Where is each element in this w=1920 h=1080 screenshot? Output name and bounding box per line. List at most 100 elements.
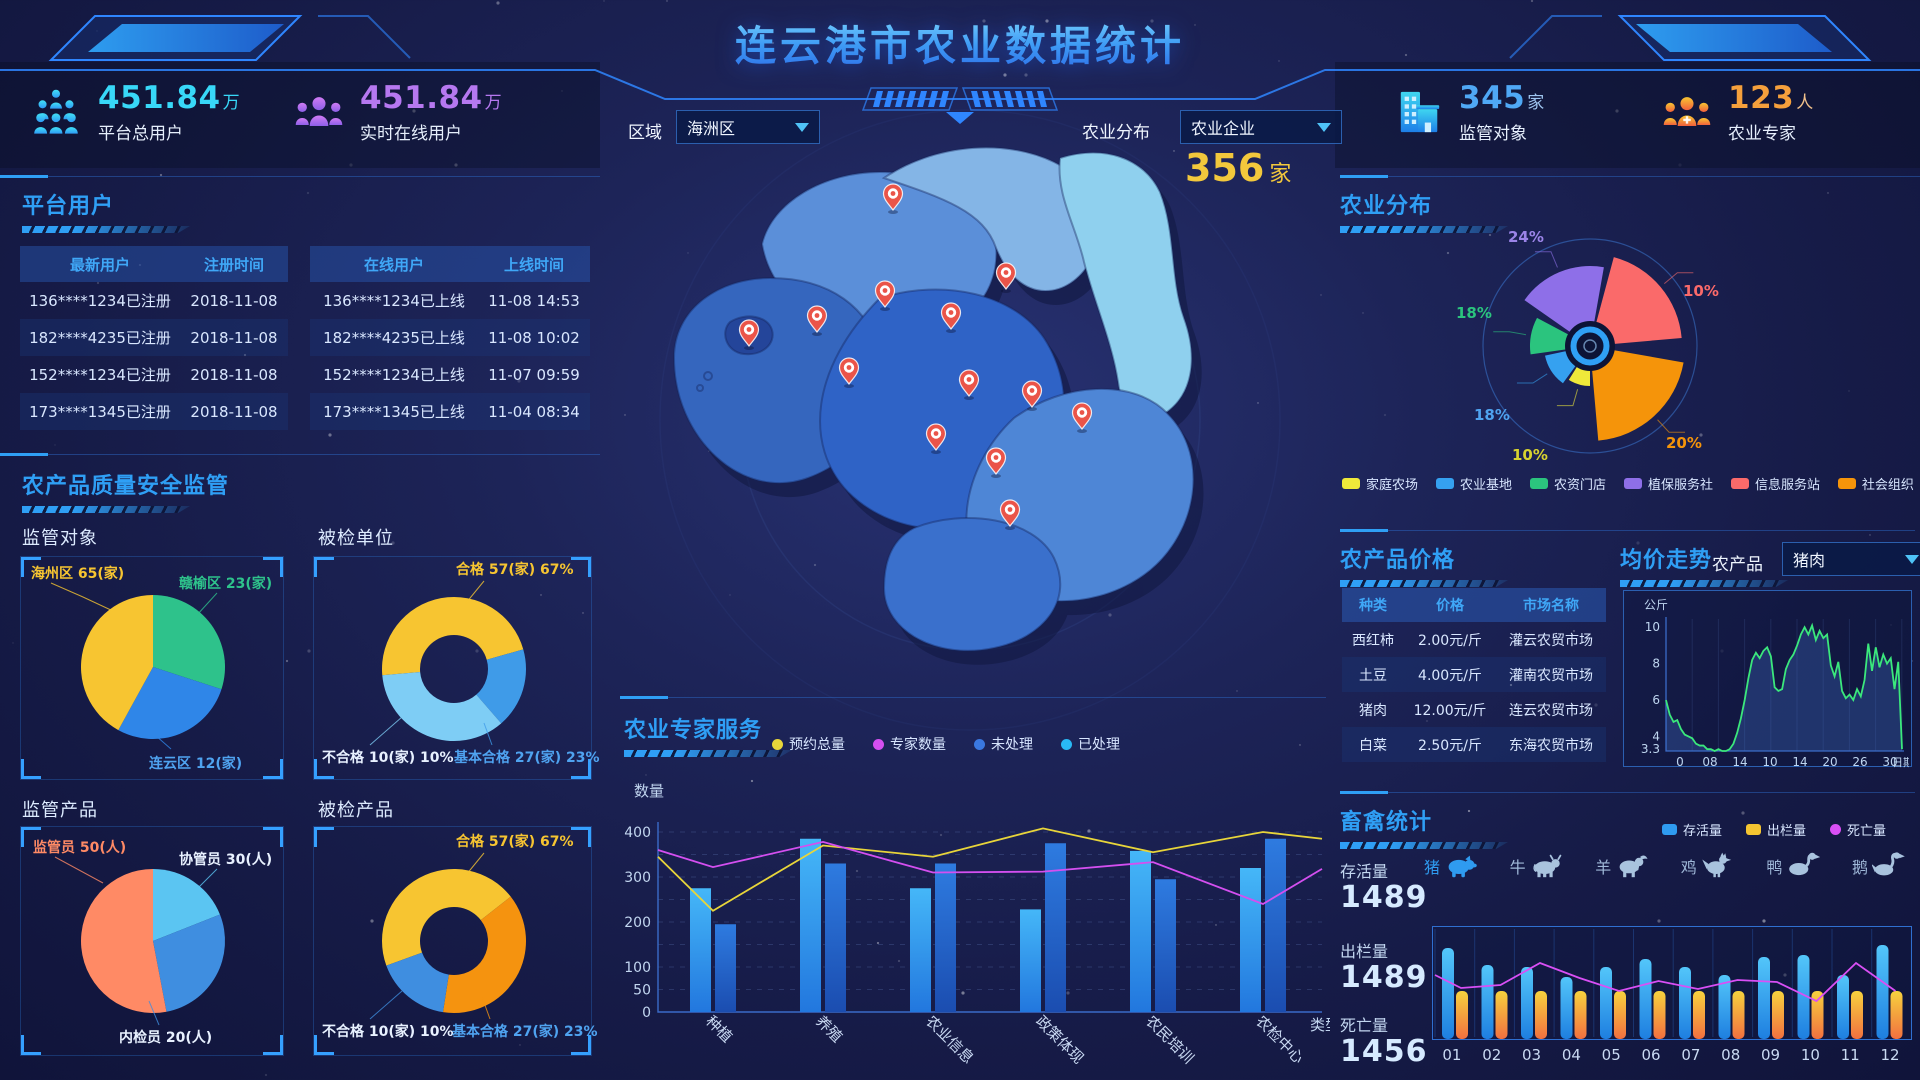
bar-出栏量[interactable] bbox=[1890, 991, 1903, 1039]
map-pin[interactable] bbox=[738, 319, 760, 350]
bar-未处理[interactable] bbox=[935, 863, 956, 1013]
legend-item-家庭农场[interactable]: 家庭农场 bbox=[1342, 474, 1418, 493]
bar-已处理[interactable] bbox=[1130, 850, 1151, 1012]
map-pin[interactable] bbox=[940, 302, 962, 333]
map-pin[interactable] bbox=[995, 262, 1017, 293]
svg-text:100: 100 bbox=[624, 960, 651, 976]
legend-item-植保服务社[interactable]: 植保服务社 bbox=[1623, 474, 1713, 493]
map-pin[interactable] bbox=[838, 357, 860, 388]
bar-未处理[interactable] bbox=[1265, 838, 1286, 1012]
bar-出栏量[interactable] bbox=[1535, 991, 1547, 1039]
bar-已处理[interactable] bbox=[800, 838, 821, 1012]
map-pin[interactable] bbox=[1071, 402, 1093, 433]
month-label: 12 bbox=[1880, 1046, 1900, 1064]
map-pin[interactable] bbox=[958, 369, 980, 400]
legend-item-存活量[interactable]: 存活量 bbox=[1662, 820, 1722, 839]
trend-select-label: 农产品 bbox=[1712, 555, 1763, 575]
pie-label: 赣榆区 23(家) bbox=[179, 576, 273, 592]
legend-item-社会组织[interactable]: 社会组织 bbox=[1837, 474, 1914, 493]
pie-slice-海州区[interactable] bbox=[81, 595, 153, 731]
pie-slice-连云区[interactable] bbox=[118, 667, 222, 739]
legend-item-已处理[interactable]: 已处理 bbox=[1061, 734, 1120, 754]
bar-出栏量[interactable] bbox=[1653, 991, 1666, 1039]
legend-item-死亡量[interactable]: 死亡量 bbox=[1830, 820, 1886, 839]
bar-未处理[interactable] bbox=[1155, 879, 1176, 1012]
table-header: 最新用户 注册时间 bbox=[20, 246, 288, 282]
svg-text:200: 200 bbox=[624, 915, 651, 931]
bar-出栏量[interactable] bbox=[1456, 991, 1468, 1039]
trend-select[interactable]: 猪肉 bbox=[1782, 542, 1920, 576]
bar-出栏量[interactable] bbox=[1732, 991, 1745, 1039]
bar-出栏量[interactable] bbox=[1495, 991, 1508, 1039]
dist-select[interactable]: 农业企业 bbox=[1180, 110, 1342, 144]
bar-存活量[interactable] bbox=[1600, 967, 1612, 1039]
region-select[interactable]: 海洲区 bbox=[676, 110, 820, 144]
map-pin[interactable] bbox=[806, 305, 828, 336]
map-regions[interactable] bbox=[672, 146, 1195, 652]
bar-出栏量[interactable] bbox=[1693, 991, 1705, 1039]
svg-text:政策体现: 政策体现 bbox=[1032, 1012, 1087, 1067]
pie-slice-不合格[interactable] bbox=[382, 671, 502, 741]
bar-未处理[interactable] bbox=[715, 924, 736, 1012]
bar-存活量[interactable] bbox=[1679, 967, 1691, 1039]
bar-已处理[interactable] bbox=[690, 888, 711, 1012]
pie-slice-基本合格[interactable] bbox=[442, 896, 526, 1013]
bar-存活量[interactable] bbox=[1758, 957, 1770, 1039]
rose-pct-label: 20% bbox=[1666, 434, 1702, 452]
pie-slice-不合格[interactable] bbox=[386, 952, 449, 1013]
bar-已处理[interactable] bbox=[1020, 909, 1041, 1012]
bar-存活量[interactable] bbox=[1481, 965, 1494, 1039]
animal-tab-羊[interactable]: 羊 bbox=[1595, 852, 1649, 879]
divider bbox=[1340, 529, 1915, 532]
rose-pct-label: 10% bbox=[1512, 446, 1548, 464]
rose-slice-社会组织[interactable] bbox=[1590, 346, 1684, 441]
map-pin[interactable] bbox=[1021, 380, 1043, 411]
pie-slice-赣榆区[interactable] bbox=[153, 595, 225, 690]
pie-slice-协管员[interactable] bbox=[153, 869, 220, 941]
dist-label: 农业分布 bbox=[1082, 123, 1150, 143]
column-header: 在线用户 bbox=[363, 255, 424, 274]
animal-tab-牛[interactable]: 牛 bbox=[1510, 852, 1564, 879]
animal-tab-猪[interactable]: 猪 bbox=[1424, 852, 1478, 879]
bar-存活量[interactable] bbox=[1560, 977, 1573, 1039]
bar-存活量[interactable] bbox=[1797, 955, 1810, 1039]
pie-slice-内检员[interactable] bbox=[153, 914, 225, 1012]
legend-item-出栏量[interactable]: 出栏量 bbox=[1746, 820, 1806, 839]
bar-已处理[interactable] bbox=[910, 888, 931, 1012]
map-pin[interactable] bbox=[925, 423, 947, 454]
animal-tab-鹅[interactable]: 鹅 bbox=[1852, 852, 1906, 879]
pie-slice-合格[interactable] bbox=[382, 869, 511, 966]
legend-item-农业基地[interactable]: 农业基地 bbox=[1435, 474, 1512, 493]
table-cell: 2018-11-08 bbox=[190, 365, 278, 384]
bar-存活量[interactable] bbox=[1876, 945, 1889, 1039]
map-pin[interactable] bbox=[882, 183, 904, 214]
pie-slice-基本合格[interactable] bbox=[476, 649, 526, 724]
legend-item-预约总量[interactable]: 预约总量 bbox=[772, 734, 845, 754]
bar-出栏量[interactable] bbox=[1811, 991, 1824, 1039]
legend-item-未处理[interactable]: 未处理 bbox=[974, 734, 1033, 754]
animal-tab-鸭[interactable]: 鸭 bbox=[1766, 852, 1821, 879]
pie-slice-合格[interactable] bbox=[382, 597, 524, 676]
bar-出栏量[interactable] bbox=[1851, 991, 1863, 1039]
animal-tab-鸡[interactable]: 鸡 bbox=[1681, 852, 1735, 879]
bar-存活量[interactable] bbox=[1837, 975, 1849, 1039]
bar-出栏量[interactable] bbox=[1772, 991, 1784, 1039]
pie-slice-监管员[interactable] bbox=[81, 869, 167, 1013]
bar-存活量[interactable] bbox=[1639, 959, 1652, 1039]
bar-已处理[interactable] bbox=[1240, 868, 1261, 1012]
bar-存活量[interactable] bbox=[1521, 967, 1533, 1039]
map-pin[interactable] bbox=[985, 447, 1007, 478]
livestock-stat-value: 1456 bbox=[1340, 1034, 1428, 1069]
bar-未处理[interactable] bbox=[825, 863, 846, 1013]
map-pin[interactable] bbox=[999, 499, 1021, 530]
rose-slice-信息服务站[interactable] bbox=[1590, 257, 1682, 346]
map-pin[interactable] bbox=[874, 280, 896, 311]
bar-存活量[interactable] bbox=[1718, 975, 1731, 1039]
bar-未处理[interactable] bbox=[1045, 843, 1066, 1012]
bar-存活量[interactable] bbox=[1442, 948, 1454, 1039]
legend-item-信息服务站[interactable]: 信息服务站 bbox=[1730, 474, 1820, 493]
bar-出栏量[interactable] bbox=[1574, 991, 1587, 1039]
legend-item-专家数量[interactable]: 专家数量 bbox=[873, 734, 946, 754]
legend-item-农资门店[interactable]: 农资门店 bbox=[1529, 474, 1606, 493]
bar-出栏量[interactable] bbox=[1614, 991, 1626, 1039]
